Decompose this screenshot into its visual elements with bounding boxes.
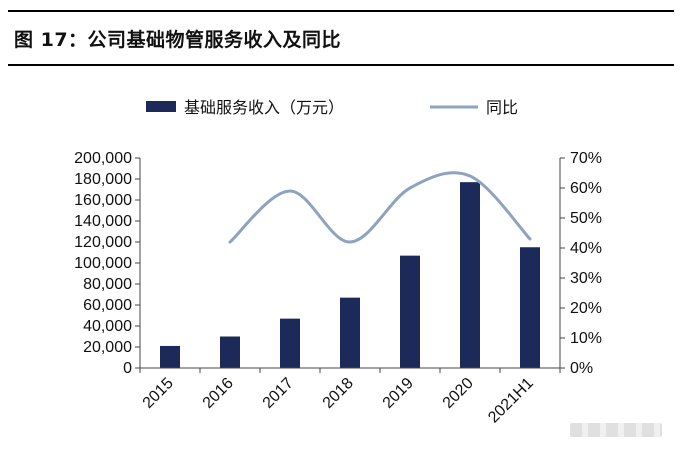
right-axis-tick-label: 0% xyxy=(570,360,593,377)
right-axis-tick-label: 10% xyxy=(570,330,602,347)
top-rule xyxy=(8,10,674,12)
bar-2018 xyxy=(340,297,360,368)
x-axis-tick-label: 2020 xyxy=(440,375,477,412)
bar-2015 xyxy=(160,345,180,368)
x-axis-tick-label: 2015 xyxy=(140,375,177,412)
yoy-line-path xyxy=(228,171,532,244)
left-axis-tick-label: 180,000 xyxy=(74,171,132,188)
bars xyxy=(160,182,540,368)
left-axis-tick-label: 80,000 xyxy=(83,276,132,293)
yoy-line xyxy=(228,171,532,244)
bar-2021H1 xyxy=(520,247,540,368)
left-axis-tick-label: 0 xyxy=(123,360,132,377)
legend-bar-swatch xyxy=(146,101,176,112)
right-axis-tick-label: 60% xyxy=(570,180,602,197)
left-axis-tick-label: 200,000 xyxy=(74,150,132,167)
right-axis-tick-label: 50% xyxy=(570,210,602,227)
right-axis-tick-label: 20% xyxy=(570,300,602,317)
bar-2019 xyxy=(400,255,420,368)
title-rule xyxy=(8,64,674,66)
legend-bar-label: 基础服务收入（万元） xyxy=(184,98,344,117)
x-axis-tick-label: 2016 xyxy=(200,375,237,412)
bar-2017 xyxy=(280,318,300,368)
right-axis-tick-label: 70% xyxy=(570,150,602,167)
x-axis-tick-label: 2018 xyxy=(320,375,357,412)
right-axis-tick-label: 30% xyxy=(570,270,602,287)
x-axis: 2015 2016 2017 2018 2019 2020 2021H1 xyxy=(139,367,561,427)
left-axis-tick-label: 160,000 xyxy=(74,192,132,209)
legend: 基础服务收入（万元） 同比 xyxy=(146,98,518,117)
left-axis-tick-label: 100,000 xyxy=(74,255,132,272)
left-axis-tick-label: 40,000 xyxy=(83,318,132,335)
right-axis: 0% 10% 20% 30% 40% 50% 60% 70% xyxy=(559,150,602,377)
right-axis-tick-label: 40% xyxy=(570,240,602,257)
bar-2016 xyxy=(220,336,240,368)
x-axis-tick-label: 2021H1 xyxy=(485,375,537,427)
watermark xyxy=(570,423,662,437)
left-axis-tick-label: 120,000 xyxy=(74,234,132,251)
left-axis: 0 20,000 40,000 60,000 80,000 100,000 120,000 1… xyxy=(74,150,141,377)
left-axis-tick-label: 60,000 xyxy=(83,297,132,314)
legend-line-label: 同比 xyxy=(486,98,518,117)
left-axis-tick-label: 140,000 xyxy=(74,213,132,230)
x-axis-tick-label: 2017 xyxy=(260,375,297,412)
x-axis-tick-label: 2019 xyxy=(380,375,417,412)
figure-title: 图 17：公司基础物管服务收入及同比 xyxy=(14,29,342,51)
bar-2020 xyxy=(460,182,480,368)
left-axis-tick-label: 20,000 xyxy=(83,339,132,356)
